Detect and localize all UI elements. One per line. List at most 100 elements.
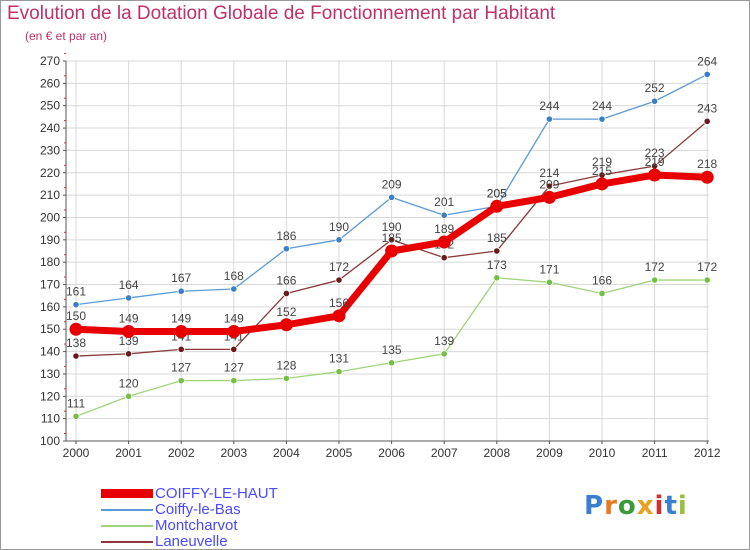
data-label-laneuvelle: 139 (119, 334, 139, 348)
data-point-laneuvelle (72, 352, 80, 360)
y-tick-label: 190 (40, 233, 60, 247)
data-label-coiffy-le-haut: 185 (382, 231, 402, 245)
data-point-coiffy-le-haut (648, 168, 662, 182)
data-label-coiffy-le-haut: 209 (539, 177, 559, 191)
x-tick-label: 2011 (642, 446, 668, 460)
y-tick-label: 210 (40, 188, 60, 202)
y-tick-label: 260 (40, 76, 60, 90)
data-label-coiffy-le-bas: 167 (171, 271, 191, 285)
data-point-laneuvelle (387, 236, 396, 244)
y-tick-label: 200 (40, 210, 60, 224)
y-tick-label: 250 (40, 99, 60, 113)
data-label-coiffy-le-bas: 209 (382, 177, 402, 191)
data-label-montcharvot: 135 (382, 343, 402, 357)
data-point-coiffy-le-bas (598, 115, 606, 123)
data-point-coiffy-le-haut (385, 244, 399, 258)
data-label-montcharvot: 111 (67, 396, 86, 410)
data-label-coiffy-le-haut: 156 (329, 296, 349, 310)
legend-swatch (101, 489, 153, 498)
data-label-montcharvot: 172 (697, 260, 717, 274)
data-label-coiffy-le-haut: 152 (276, 305, 296, 319)
logo-letter: r (604, 491, 618, 521)
data-point-coiffy-le-bas (650, 97, 659, 105)
data-label-montcharvot: 120 (119, 376, 139, 390)
y-tick-label: 120 (40, 389, 60, 403)
data-label-coiffy-le-bas: 168 (224, 269, 244, 283)
data-label-montcharvot: 172 (645, 260, 665, 274)
data-label-coiffy-le-bas: 186 (276, 229, 296, 243)
x-tick-label: 2010 (589, 446, 616, 460)
logo-letter: P (584, 491, 605, 521)
data-point-montcharvot (177, 377, 185, 385)
x-tick-label: 2007 (431, 446, 458, 460)
data-label-laneuvelle: 172 (329, 260, 349, 274)
x-tick-label: 2004 (273, 446, 300, 460)
logo-letter: x (636, 491, 655, 521)
logo-letter: t (664, 491, 678, 521)
data-label-coiffy-le-haut: 149 (224, 311, 244, 325)
data-label-laneuvelle: 219 (592, 155, 612, 169)
data-label-coiffy-le-haut: 150 (66, 309, 86, 323)
data-point-montcharvot (598, 289, 606, 298)
data-label-coiffy-le-bas: 164 (119, 278, 139, 292)
data-point-montcharvot (282, 374, 290, 383)
y-tick-label: 130 (40, 367, 60, 381)
data-point-laneuvelle (177, 345, 185, 353)
data-label-coiffy-le-bas: 252 (645, 81, 665, 95)
data-label-montcharvot: 128 (276, 358, 296, 372)
y-tick-label: 240 (40, 121, 60, 135)
data-label-laneuvelle: 223 (645, 146, 665, 160)
x-tick-label: 2003 (220, 446, 247, 460)
data-point-coiffy-le-haut (595, 177, 609, 191)
data-point-coiffy-le-bas (703, 70, 711, 79)
legend-swatch (101, 525, 153, 527)
data-point-montcharvot (230, 377, 238, 385)
y-tick-label: 160 (40, 300, 60, 314)
data-label-coiffy-le-haut: 218 (697, 157, 717, 171)
data-point-coiffy-le-haut (69, 322, 83, 336)
data-label-coiffy-le-bas: 244 (539, 99, 559, 113)
data-point-coiffy-le-haut (332, 309, 346, 323)
chart-title: Evolution de la Dotation Globale de Fonc… (7, 3, 556, 24)
data-point-laneuvelle (703, 117, 711, 125)
data-point-coiffy-le-bas (230, 285, 238, 293)
data-label-montcharvot: 139 (434, 334, 454, 348)
data-label-laneuvelle: 166 (276, 273, 296, 287)
data-label-laneuvelle: 185 (487, 231, 507, 245)
y-tick-label: 140 (40, 345, 60, 359)
data-label-laneuvelle: 243 (697, 101, 717, 115)
data-label-laneuvelle: 214 (539, 166, 559, 180)
chart-subtitle: (en € et par an) (25, 29, 108, 43)
data-label-coiffy-le-haut: 219 (645, 155, 665, 169)
y-tick-label: 170 (40, 278, 60, 292)
y-tick-label: 100 (40, 434, 60, 448)
legend-label: Montcharvot (155, 517, 238, 534)
y-tick-label: 110 (41, 412, 60, 426)
y-tick-label: 150 (40, 322, 60, 336)
data-label-coiffy-le-bas: 190 (329, 220, 349, 234)
x-tick-label: 2012 (694, 446, 721, 460)
legend-label: Coiffy-le-Bas (155, 501, 241, 518)
data-point-coiffy-le-bas (387, 193, 396, 201)
data-point-laneuvelle (335, 276, 343, 284)
data-label-laneuvelle: 190 (382, 220, 402, 234)
y-tick-label: 220 (40, 166, 60, 180)
data-label-coiffy-le-bas: 161 (66, 285, 86, 299)
data-label-montcharvot: 127 (224, 361, 244, 375)
data-point-laneuvelle (282, 289, 290, 298)
data-point-coiffy-le-haut (174, 324, 188, 338)
data-point-montcharvot (387, 359, 396, 367)
data-point-coiffy-le-haut (490, 199, 504, 213)
x-tick-label: 2005 (326, 446, 353, 460)
x-tick-label: 2006 (378, 446, 405, 460)
x-tick-label: 2008 (483, 446, 510, 460)
data-point-montcharvot (72, 412, 80, 421)
data-point-coiffy-le-bas (335, 236, 343, 244)
data-point-montcharvot (650, 276, 659, 284)
data-point-coiffy-le-bas (440, 211, 448, 219)
data-point-coiffy-le-bas (545, 115, 554, 123)
data-label-coiffy-le-haut: 215 (592, 164, 612, 178)
data-label-montcharvot: 166 (592, 273, 612, 287)
